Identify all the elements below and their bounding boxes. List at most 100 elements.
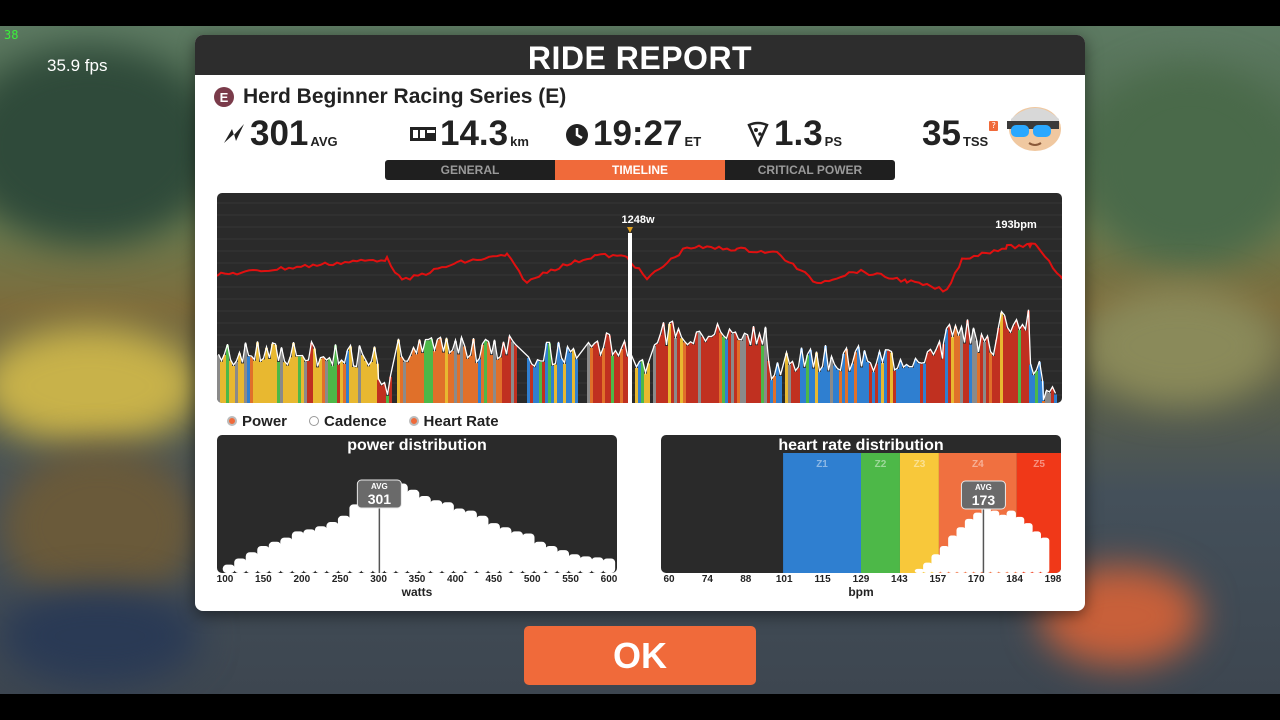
timeline-power-bar — [611, 355, 614, 403]
timeline-power-bar — [881, 363, 884, 403]
timeline-power-bar — [779, 376, 782, 403]
timeline-power-bar — [641, 360, 644, 403]
timeline-power-bar — [1035, 370, 1038, 403]
timeline-power-bar — [536, 360, 539, 403]
timeline-power-bar — [403, 361, 406, 403]
timeline-power-bar — [514, 345, 517, 403]
timeline-power-bar — [277, 361, 280, 403]
timeline-power-bar — [899, 360, 902, 403]
timeline-power-bar — [593, 344, 596, 403]
timeline-power-bar — [854, 352, 857, 403]
timeline-power-bar — [1048, 392, 1051, 403]
power-distribution-bar — [360, 498, 374, 573]
timeline-power-bar — [1024, 330, 1027, 403]
timeline-power-bar — [614, 351, 617, 403]
power-distribution-bar — [418, 496, 431, 573]
hr-distribution-bar — [1031, 531, 1041, 573]
timeline-power-bar — [800, 348, 803, 403]
power-distribution-bar — [476, 515, 489, 573]
tab-general[interactable]: GENERAL — [440, 163, 500, 177]
power-distribution-bar — [268, 541, 282, 573]
timeline-power-bar — [755, 345, 758, 403]
timeline-power-bar — [608, 335, 611, 403]
timeline-power-bar — [241, 363, 244, 403]
tss-help-badge[interactable]: ? — [989, 121, 999, 131]
legend-cadence-toggle[interactable]: Cadence — [309, 413, 387, 430]
hr-distribution-bar — [1039, 537, 1050, 573]
timeline-power-bar — [722, 336, 725, 403]
ok-button[interactable]: OK — [524, 626, 756, 685]
power-distribution-bar — [533, 541, 547, 573]
timeline-power-bar — [322, 357, 325, 403]
timeline-power-bar — [716, 324, 719, 403]
timeline-power-bar — [377, 379, 380, 403]
timeline-power-bar — [920, 364, 923, 403]
timeline-power-bar — [370, 362, 373, 403]
power-tick: 100 — [216, 574, 234, 585]
timeline-power-bar — [274, 345, 277, 403]
hr-tick: 129 — [852, 574, 870, 585]
timeline-power-bar — [463, 346, 466, 403]
timeline-power-bar — [848, 371, 851, 403]
timeline-power-bar — [412, 348, 415, 403]
timeline-power-bar — [662, 323, 665, 403]
timeline-power-bar — [821, 367, 824, 403]
timeline-power-bar — [893, 370, 896, 403]
legend-heart-rate-label: Heart Rate — [423, 412, 499, 430]
timeline-power-bar — [286, 365, 289, 403]
hr-distribution-bar — [939, 545, 950, 573]
power-tick: 500 — [523, 574, 541, 585]
timeline-power-bar — [728, 330, 731, 403]
timeline-power-bar — [975, 340, 978, 403]
timeline-power-bar — [421, 353, 424, 403]
timeline-power-bar — [400, 357, 403, 403]
timeline-power-bar — [1000, 312, 1003, 403]
timeline-power-bar — [986, 336, 989, 403]
hr-tick: 170 — [967, 574, 985, 585]
timeline-power-bar — [599, 355, 602, 403]
timeline-power-bar — [358, 346, 361, 403]
hr-zone-label: Z1 — [816, 459, 828, 470]
timeline-power-bar — [812, 368, 815, 403]
hr-tick: 74 — [701, 574, 713, 585]
legend-cadence-label: Cadence — [324, 412, 387, 430]
timeline-power-bar — [869, 363, 872, 403]
timeline-power-bar — [484, 340, 487, 403]
timeline-power-bar — [884, 350, 887, 403]
timeline-power-bar — [244, 343, 247, 403]
timeline-power-bar — [569, 352, 572, 403]
timeline-power-bar — [572, 349, 575, 403]
hr-distribution-bar — [1006, 510, 1016, 573]
timeline-power-bar — [954, 326, 957, 403]
timeline-power-bar — [389, 376, 392, 403]
power-tick: 150 — [255, 574, 272, 585]
timeline-power-bar — [980, 335, 983, 403]
timeline-power-bar — [1054, 394, 1057, 403]
hr-tick: 198 — [1044, 574, 1062, 585]
timeline-power-bar — [445, 338, 448, 403]
stat-tss-value: 35 — [922, 114, 961, 153]
timeline-power-bar — [917, 363, 920, 403]
timeline-power-bar — [1009, 332, 1012, 403]
legend-heart-rate-toggle[interactable]: Heart Rate — [408, 412, 499, 430]
timeline-power-bar — [698, 332, 701, 403]
timeline-power-bar — [364, 360, 367, 403]
timeline-power-bar — [346, 350, 349, 403]
clock-icon — [566, 124, 588, 146]
power-distribution-bar — [568, 554, 581, 573]
timeline-power-bar — [833, 365, 836, 403]
timeline-power-bar — [1032, 375, 1035, 403]
timeline-power-bar — [265, 347, 268, 403]
timeline-power-bar — [942, 344, 945, 403]
tab-timeline[interactable]: TIMELINE — [555, 160, 725, 180]
timeline-power-bar — [674, 337, 677, 403]
ride-report-dialog: RIDE REPORT E Herd Beginner Racing Serie… — [195, 35, 1085, 611]
power-distribution-bar — [579, 556, 593, 573]
timeline-power-bar — [490, 355, 493, 403]
stat-distance-unit: km — [510, 134, 529, 149]
tab-critical-power[interactable]: CRITICAL POWER — [757, 163, 863, 177]
power-distribution-bar — [499, 527, 512, 573]
peak-power-spike — [628, 233, 632, 403]
legend-power-toggle[interactable]: Power — [227, 413, 287, 430]
timeline-power-bar — [764, 327, 767, 403]
